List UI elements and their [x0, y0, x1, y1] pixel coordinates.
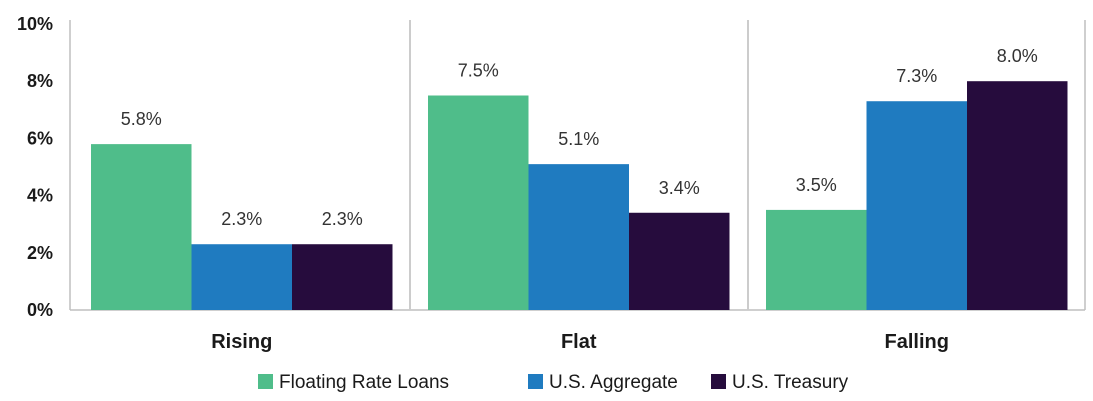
- group-separators: [409, 20, 749, 310]
- y-tick-label: 6%: [27, 128, 53, 148]
- y-tick-label: 8%: [27, 71, 53, 91]
- legend-swatch: [258, 374, 273, 389]
- y-tick-label: 2%: [27, 243, 53, 263]
- bar: [629, 212, 730, 310]
- category-labels: Rising Flat Falling: [211, 331, 949, 353]
- y-tick-label: 4%: [27, 186, 53, 206]
- legend-label: U.S. Aggregate: [549, 372, 678, 393]
- bar: [428, 95, 529, 310]
- bar: [91, 144, 192, 310]
- data-label: 7.3%: [896, 66, 937, 86]
- category-label: Falling: [885, 331, 949, 353]
- category-label: Flat: [561, 331, 597, 353]
- legend-swatch: [711, 374, 726, 389]
- legend: Floating Rate Loans U.S. Aggregate U.S. Tr…: [258, 372, 849, 393]
- legend-label: U.S. Treasury: [732, 372, 849, 393]
- data-label: 2.3%: [221, 209, 262, 229]
- data-label: 3.4%: [659, 178, 700, 198]
- data-label: 5.1%: [558, 129, 599, 149]
- bar: [866, 101, 967, 310]
- bar: [292, 244, 393, 310]
- legend-label: Floating Rate Loans: [279, 372, 449, 393]
- y-tick-label: 10%: [17, 14, 53, 34]
- legend-swatch: [528, 374, 543, 389]
- bars: [91, 81, 1068, 310]
- data-label: 3.5%: [796, 175, 837, 195]
- bar: [528, 164, 629, 310]
- category-label: Rising: [211, 331, 272, 353]
- data-label: 8.0%: [997, 46, 1038, 66]
- data-labels: 5.8% 2.3% 2.3% 7.5% 5.1% 3.4% 3.5% 7.3% 8.0%: [121, 46, 1038, 229]
- data-label: 5.8%: [121, 109, 162, 129]
- bar: [766, 209, 867, 310]
- bar: [967, 81, 1068, 310]
- bar: [191, 244, 292, 310]
- y-tick-label: 0%: [27, 300, 53, 320]
- data-label: 7.5%: [458, 61, 499, 81]
- data-label: 2.3%: [322, 209, 363, 229]
